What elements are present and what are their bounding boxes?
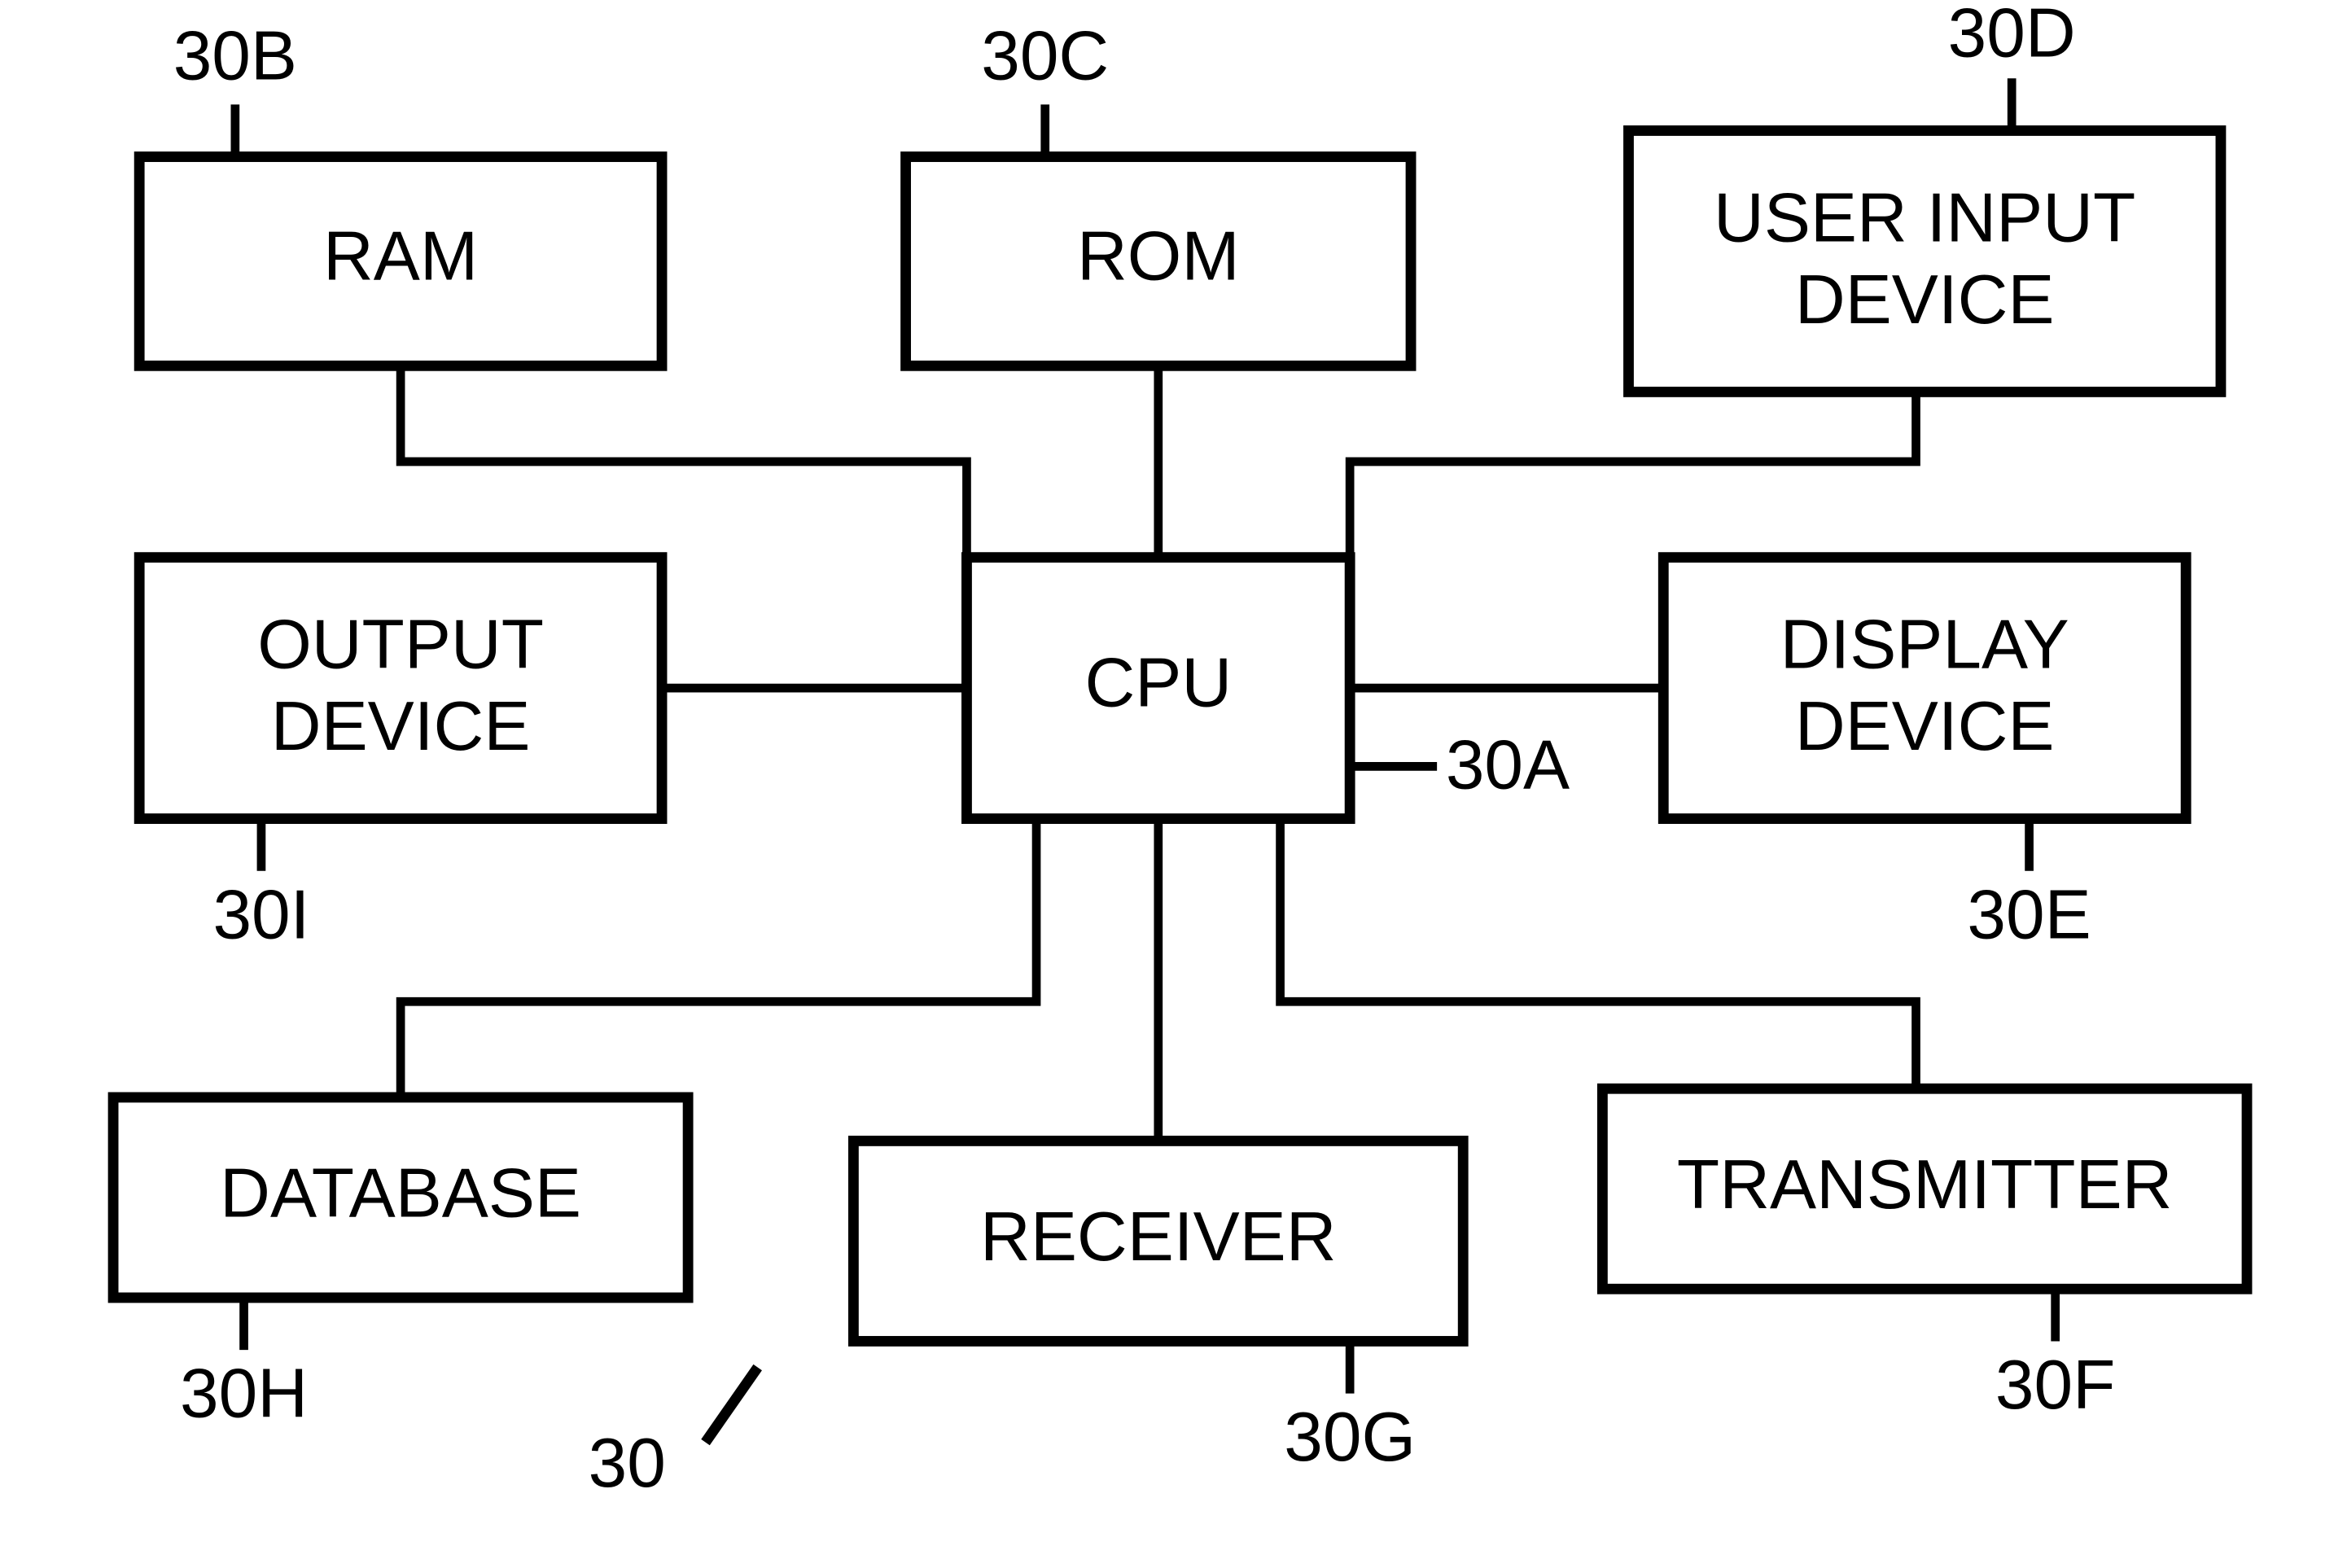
node-transmitter: TRANSMITTER 30F [1602, 1088, 2247, 1424]
receiver-ref: 30G [1284, 1399, 1416, 1476]
cpu-label: CPU [1084, 645, 1232, 722]
transmitter-label: TRANSMITTER [1677, 1146, 2173, 1224]
figure-ref-label: 30 [589, 1425, 666, 1502]
display-label-line2: DEVICE [1795, 688, 2055, 765]
edge-tx-cpu [1281, 819, 1916, 1097]
transmitter-ref: 30F [1995, 1347, 2115, 1424]
node-database: DATABASE 30H [113, 1097, 688, 1433]
rom-label: ROM [1077, 218, 1240, 296]
node-rom: ROM 30C [906, 17, 1411, 366]
node-display: DISPLAY DEVICE 30E [1663, 558, 2186, 954]
ram-label: RAM [323, 218, 478, 296]
node-receiver: RECEIVER 30G [853, 1141, 1463, 1476]
block-diagram: CPU 30A RAM 30B ROM 30C USER INPUT DEVIC… [0, 0, 2334, 1568]
edge-db-cpu [401, 819, 1036, 1097]
database-label: DATABASE [220, 1155, 581, 1233]
rom-ref: 30C [981, 17, 1109, 94]
outdev-label-line1: OUTPUT [257, 607, 544, 684]
node-ram: RAM 30B [139, 17, 662, 366]
node-uid: USER INPUT DEVICE 30D [1628, 0, 2220, 392]
cpu-ref: 30A [1446, 726, 1570, 804]
ram-ref: 30B [173, 17, 297, 94]
uid-ref: 30D [1948, 0, 2076, 72]
figure-ref-leader [706, 1368, 758, 1443]
edge-ram-cpu [401, 366, 966, 583]
outdev-ref: 30I [212, 876, 309, 953]
uid-label-line2: DEVICE [1795, 261, 2055, 339]
database-ref: 30H [180, 1356, 308, 1433]
display-ref: 30E [1967, 876, 2091, 953]
figure-ref: 30 [589, 1368, 758, 1503]
display-label-line1: DISPLAY [1780, 607, 2069, 684]
receiver-label: RECEIVER [980, 1198, 1337, 1276]
uid-label-line1: USER INPUT [1714, 179, 2135, 256]
node-outdev: OUTPUT DEVICE 30I [139, 558, 662, 954]
outdev-label-line2: DEVICE [271, 688, 531, 765]
